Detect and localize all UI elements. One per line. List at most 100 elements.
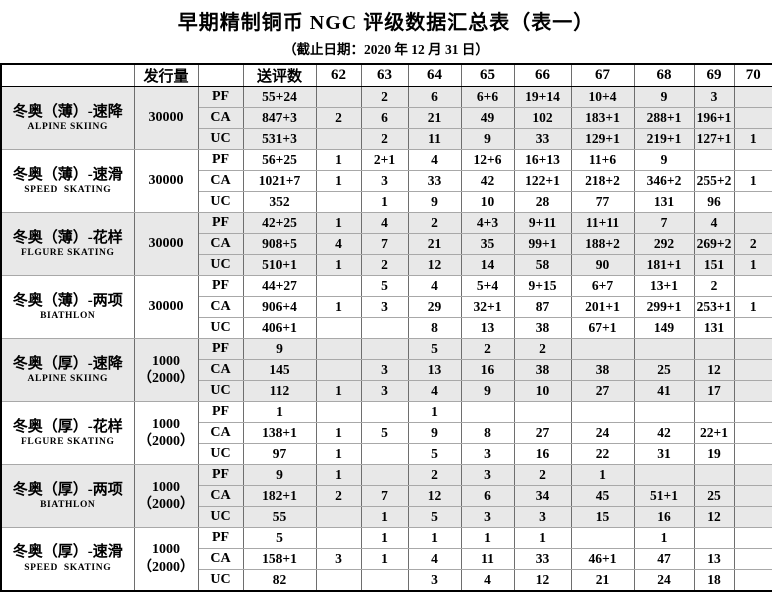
table-row: 冬奥（薄）-两项 BIATHLON 30000 PF 44+27 5 4 5+4 9+15 6+7… (0, 275, 772, 339)
col-header: 63 (360, 63, 409, 87)
grade-count-cell: 1 (360, 191, 409, 213)
grade-count-cell: 17 (693, 380, 735, 402)
grade-count-cell (733, 443, 772, 465)
submitted-count-cell: 531+3 (242, 128, 317, 150)
grade-count-cell: 25 (693, 485, 735, 507)
grade-count-cell: 99+1 (513, 233, 572, 255)
grade-count-cell: 58 (513, 254, 572, 276)
grade-count-cell: 5+4 (460, 275, 515, 297)
submitted-count-cell: 42+25 (242, 212, 317, 234)
group-label-english: BIATHLON (40, 500, 96, 511)
grade-count-cell: 4 (407, 548, 462, 570)
col-header: 62 (315, 63, 362, 87)
grade-count-cell: 9 (633, 149, 695, 171)
grade-count-cell: 15 (570, 506, 635, 528)
mintage-line: 30000 (148, 173, 184, 189)
group-label-cell: 冬奥（薄）-两项 BIATHLON (0, 275, 135, 339)
grade-count-cell (513, 401, 572, 423)
grade-count-cell (633, 338, 695, 360)
grade-count-cell: 38 (570, 359, 635, 381)
grade-count-cell (693, 401, 735, 423)
mintage-line: 1000 (152, 542, 180, 558)
grade-count-cell: 255+2 (693, 170, 735, 192)
grade-count-cell: 14 (460, 254, 515, 276)
grade-count-cell: 22+1 (693, 422, 735, 444)
mintage-cell: 1000 （2000） (133, 401, 199, 465)
mintage-cell: 1000 （2000） (133, 527, 199, 591)
grade-count-cell: 13 (693, 548, 735, 570)
grade-type-cell: PF (197, 338, 244, 360)
col-header: 发行量 (133, 63, 199, 87)
grade-count-cell: 2 (315, 107, 362, 129)
grade-count-cell (570, 338, 635, 360)
table-row: 冬奥（厚）-两项 BIATHLON 1000 （2000） PF 9 1 2 3 2 1 (0, 464, 772, 528)
grade-count-cell: 12 (513, 569, 572, 591)
grade-count-cell: 218+2 (570, 170, 635, 192)
grade-count-cell: 38 (513, 317, 572, 339)
group-label-cell: 冬奥（薄）-速滑 SPEED SKATING (0, 149, 135, 213)
grade-count-cell: 12 (693, 359, 735, 381)
submitted-count-cell: 138+1 (242, 422, 317, 444)
grade-count-cell: 9+11 (513, 212, 572, 234)
grade-count-cell: 49 (460, 107, 515, 129)
submitted-count-cell: 906+4 (242, 296, 317, 318)
grade-count-cell: 1 (407, 401, 462, 423)
grade-count-cell: 16+13 (513, 149, 572, 171)
grade-count-cell: 21 (407, 107, 462, 129)
grade-count-cell (733, 548, 772, 570)
group-label-cell: 冬奥（薄）-花样 FLGURE SKATING (0, 212, 135, 276)
grade-count-cell: 3 (460, 443, 515, 465)
group-label-cell: 冬奥（厚）-速滑 SPEED SKATING (0, 527, 135, 591)
grade-count-cell: 201+1 (570, 296, 635, 318)
group-label-chinese: 冬奥（薄）-两项 (12, 292, 123, 309)
grade-count-cell: 19+14 (513, 86, 572, 108)
group-label-cell: 冬奥（厚）-速降 ALPINE SKIING (0, 338, 135, 402)
col-header: 66 (513, 63, 572, 87)
grade-count-cell (733, 380, 772, 402)
grade-type-cell: CA (197, 296, 244, 318)
grade-count-cell: 34 (513, 485, 572, 507)
grade-count-cell: 96 (693, 191, 735, 213)
grade-count-cell: 2 (733, 233, 772, 255)
mintage-cell: 30000 (133, 275, 199, 339)
mintage-cell: 30000 (133, 86, 199, 150)
grade-count-cell (360, 569, 409, 591)
grade-count-cell: 8 (407, 317, 462, 339)
grade-count-cell (693, 464, 735, 486)
grade-count-cell: 12 (407, 254, 462, 276)
grade-count-cell: 6 (460, 485, 515, 507)
grade-count-cell: 122+1 (513, 170, 572, 192)
grade-count-cell (360, 443, 409, 465)
grade-count-cell: 10 (460, 191, 515, 213)
group-label-english: ALPINE SKIING (27, 122, 108, 133)
grade-count-cell (360, 464, 409, 486)
grade-count-cell (315, 128, 362, 150)
submitted-count-cell: 97 (242, 443, 317, 465)
grade-count-cell: 253+1 (693, 296, 735, 318)
grade-count-cell: 3 (693, 86, 735, 108)
submitted-count-cell: 908+5 (242, 233, 317, 255)
grade-count-cell: 4 (460, 569, 515, 591)
col-header: 送评数 (242, 63, 317, 87)
grade-count-cell: 11+6 (570, 149, 635, 171)
grade-count-cell: 2 (513, 338, 572, 360)
grade-count-cell: 1 (407, 527, 462, 549)
grade-count-cell: 196+1 (693, 107, 735, 129)
grade-count-cell: 7 (360, 485, 409, 507)
submitted-count-cell: 158+1 (242, 548, 317, 570)
submitted-count-cell: 406+1 (242, 317, 317, 339)
mintage-line: （2000） (138, 559, 194, 575)
grade-count-cell: 46+1 (570, 548, 635, 570)
group-label-english: FLGURE SKATING (21, 437, 115, 448)
grade-count-cell (733, 317, 772, 339)
grade-count-cell: 3 (360, 380, 409, 402)
grade-count-cell: 27 (570, 380, 635, 402)
grade-type-cell: UC (197, 380, 244, 402)
table-row: CA 182+1 2 7 12 6 34 45 51+1 25 (1, 485, 772, 507)
grade-count-cell (360, 317, 409, 339)
col-header (197, 63, 244, 87)
table-row: UC 97 1 5 3 16 22 31 19 (1, 443, 772, 465)
grade-count-cell (733, 86, 772, 108)
grade-count-cell: 183+1 (570, 107, 635, 129)
grade-type-cell: PF (197, 275, 244, 297)
